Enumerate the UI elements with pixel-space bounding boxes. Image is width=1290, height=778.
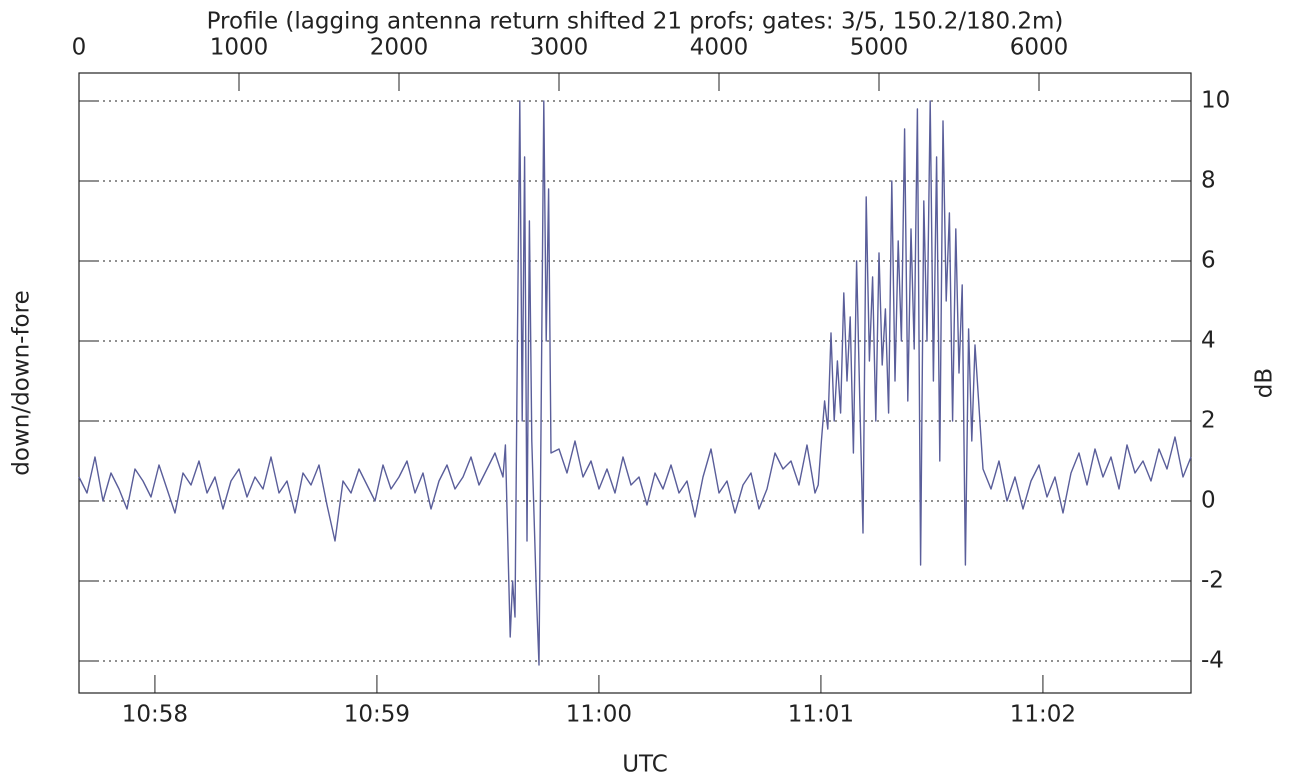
x-tick-label-top: 6000: [1010, 35, 1069, 61]
x2-tick-label: 11:00: [566, 702, 632, 728]
y2-axis-label: dB: [1252, 368, 1278, 398]
data-line: [78, 100, 1192, 666]
y-axis-label: down/down-fore: [9, 290, 35, 475]
chart-title: Profile (lagging antenna return shifted …: [207, 9, 1064, 35]
x-tick-label-top: 2000: [370, 35, 429, 61]
x-axis-label: UTC: [622, 752, 668, 778]
x2-tick-label: 10:58: [122, 702, 188, 728]
y2-tick-label: 8: [1201, 168, 1216, 194]
x-tick-label-top: 3000: [530, 35, 589, 61]
x-tick-label-top: 0: [72, 35, 87, 61]
y2-tick-label: 6: [1201, 248, 1216, 274]
x-tick-label-top: 5000: [850, 35, 909, 61]
x-tick-label-top: 4000: [690, 35, 749, 61]
y2-tick-label: -4: [1201, 648, 1224, 674]
x2-tick-label: 10:59: [344, 702, 410, 728]
x-tick-label-top: 1000: [210, 35, 269, 61]
y2-tick-label: 4: [1201, 328, 1216, 354]
plot-frame: [78, 72, 1192, 694]
y2-tick-label: 0: [1201, 488, 1216, 514]
x2-tick-label: 11:01: [788, 702, 854, 728]
y2-tick-label: 10: [1201, 88, 1230, 114]
y2-tick-label: -2: [1201, 568, 1224, 594]
y2-tick-label: 2: [1201, 408, 1216, 434]
x2-tick-label: 11:02: [1010, 702, 1076, 728]
